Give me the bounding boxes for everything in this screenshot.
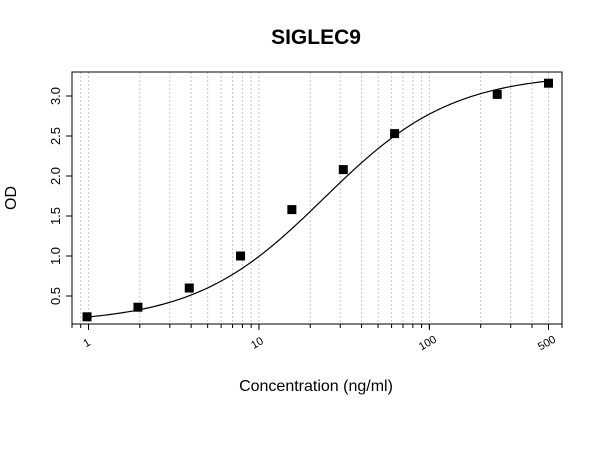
plot-frame: [71, 71, 563, 325]
x-tick-label: 1: [81, 337, 92, 350]
data-point: [544, 78, 554, 88]
y-tick-label: 3.0: [48, 87, 63, 105]
data-point: [236, 251, 246, 261]
data-point: [390, 129, 400, 139]
y-axis-label: OD: [3, 186, 20, 210]
data-point: [82, 312, 92, 322]
x-axis-label: Concentration (ng/ml): [239, 378, 393, 395]
data-point: [338, 165, 348, 175]
data-point: [492, 89, 502, 99]
data-point: [133, 302, 143, 312]
data-points: [82, 78, 554, 322]
y-tick-label: 2.0: [48, 167, 63, 185]
x-tick-label: 100: [417, 334, 439, 354]
y-tick-label: 1.0: [48, 247, 63, 265]
fit-curve: [86, 80, 549, 318]
y-tick-label: 1.5: [48, 207, 63, 225]
data-point: [184, 283, 194, 293]
grid-lines: [80, 72, 550, 324]
chart-title: SIGLEC9: [271, 26, 361, 49]
x-tick-label: 500: [536, 334, 558, 354]
axes: 0.5 1.0 1.5 2.0 2.5 3.0 1 10 100 500: [48, 87, 563, 354]
y-tick-label: 2.5: [48, 127, 63, 145]
y-tick-label: 0.5: [48, 287, 63, 305]
x-tick-label: 10: [249, 335, 266, 352]
data-point: [287, 205, 297, 215]
